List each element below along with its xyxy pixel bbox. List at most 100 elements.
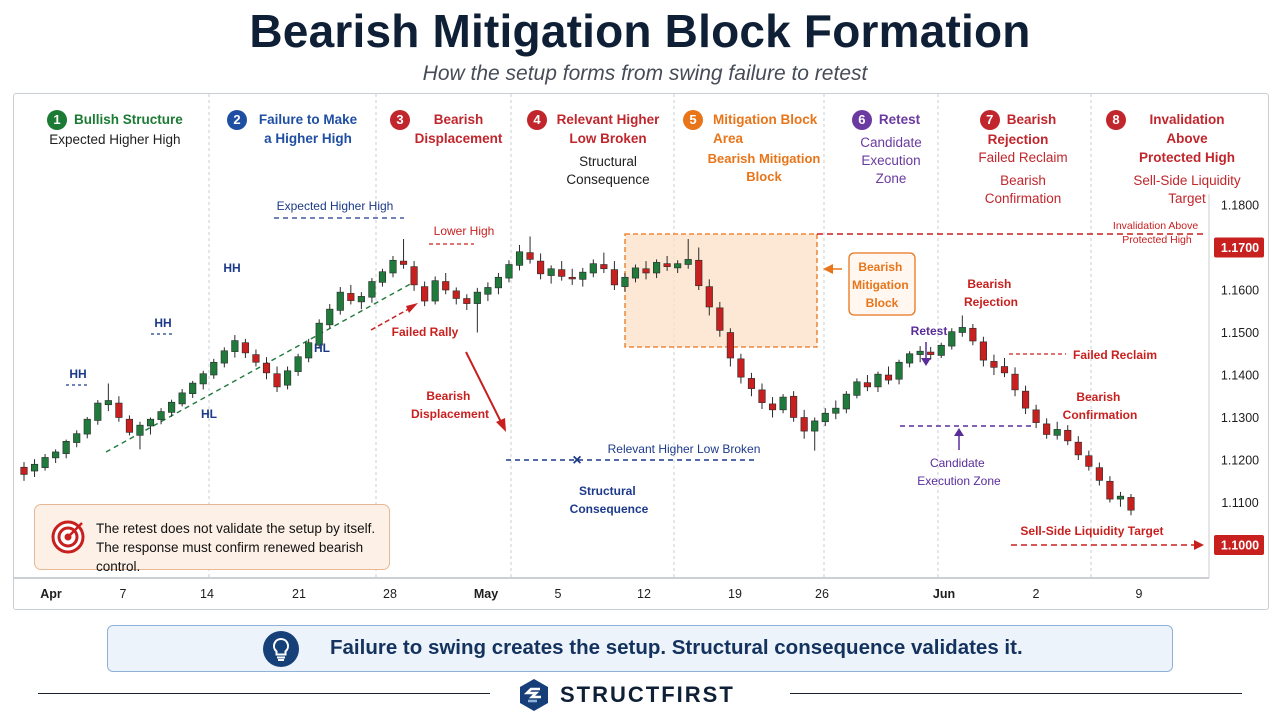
bullish-candle [653, 259, 661, 279]
bullish-candle [62, 439, 70, 459]
retest-arrowhead [921, 358, 931, 366]
bearish-candle [410, 261, 418, 291]
stage-5-header: 5 Mitigation Block Area Bearish Mitigatio… [683, 110, 823, 186]
bullish-candle [906, 351, 914, 368]
y-tick-label: 1.1100 [1221, 496, 1258, 510]
invalidation-line1: Invalidation Above [1113, 220, 1198, 232]
bullish-candle [104, 383, 112, 412]
bearish-confirmation-line1: Bearish [1076, 390, 1120, 404]
bullish-candle [73, 430, 81, 448]
x-tick-label: 19 [728, 587, 742, 601]
displacement-arrowhead [496, 418, 506, 432]
banner-text: Failure to swing creates the setup. Stru… [330, 636, 1023, 659]
bearish-candle [705, 279, 713, 316]
y-axis-ticks: 1.1800 1.1700 1.1600 1.1500 1.1400 1.1300 1.12… [1214, 199, 1264, 555]
bearish-candle [800, 409, 808, 439]
bullish-candle [389, 256, 397, 278]
bearish-candle [600, 252, 608, 273]
bullish-candle [146, 417, 155, 435]
candidate-zone-line1: Candidate [930, 456, 985, 470]
bullish-candle [853, 378, 861, 399]
lower-high-label: Lower High [434, 224, 495, 238]
candidate-zone-label: Candidate Execution Zone [917, 456, 1001, 488]
bearish-rejection-line2: Rejection [964, 295, 1018, 309]
x-tick-label: 12 [637, 587, 651, 601]
hh-label: HH [223, 261, 240, 275]
bearish-candle [969, 324, 977, 346]
stage-subtitle: Sell-Side Liquidity Target [1133, 173, 1241, 206]
bullish-candle [157, 408, 165, 425]
bullish-candle [294, 353, 302, 376]
brand-name: STRUCTFIRST [560, 682, 735, 707]
stage-subtitle-2: Bearish Confirmation [984, 173, 1062, 206]
stage-title: Retest [878, 112, 921, 127]
bullish-candle [515, 244, 524, 271]
bearish-candle [990, 354, 998, 375]
bearish-candle [262, 357, 271, 380]
bullish-candle [83, 417, 91, 439]
y-tick-label: 1.1500 [1221, 326, 1259, 340]
stage-subtitle: Bearish Mitigation Block [707, 151, 821, 184]
bearish-candle [273, 366, 281, 392]
hl-label: HL [314, 341, 330, 355]
stage-subtitle: Failed Reclaim [978, 150, 1068, 165]
x-tick-label: 2 [1033, 587, 1040, 601]
y-tick-highlight [1214, 535, 1264, 555]
bearish-candle [1095, 462, 1103, 486]
x-tick-label: Apr [40, 587, 62, 601]
bearish-candle [927, 346, 935, 360]
stage-badge: 1 [47, 110, 67, 130]
y-tick-label: 1.1600 [1221, 284, 1259, 298]
bearish-candle [20, 462, 28, 481]
bearish-candle [863, 375, 871, 392]
bullish-candle [231, 335, 239, 358]
invalidation-label: Invalidation Above Protected High [1113, 220, 1201, 246]
footer-divider-left [38, 693, 490, 694]
bullish-candle [336, 287, 344, 315]
bearish-candle [526, 236, 534, 264]
bearish-candle [1074, 436, 1082, 460]
bullish-candle [41, 454, 49, 471]
retest-label: Retest [911, 324, 948, 338]
bullish-candle [821, 408, 829, 426]
footer-divider-right [790, 693, 1242, 694]
stage-1-header: 1 Bullish Structure Expected Higher High [47, 110, 183, 149]
bearish-candle [558, 261, 566, 281]
y-tick-label: 1.1300 [1221, 411, 1259, 425]
bearish-candle [1127, 494, 1135, 516]
bullish-candle [94, 400, 102, 425]
block-arrowhead [823, 264, 833, 274]
y-tick-label: 1.1800 [1221, 199, 1259, 213]
bullish-candle [484, 282, 492, 302]
bearish-candle [115, 396, 123, 422]
stage-subtitle: Candidate Execution Zone [860, 135, 922, 186]
bearish-candle [726, 328, 734, 367]
target-icon [51, 520, 85, 554]
bearish-candle [695, 247, 703, 290]
x-tick-label: Jun [933, 587, 955, 601]
x-tick-label: 26 [815, 587, 829, 601]
x-axis-ticks: Apr 7 14 21 28 May 5 12 19 26 Jun 2 9 [40, 587, 1142, 601]
bearish-candle [768, 397, 777, 418]
x-tick-label: 14 [200, 587, 214, 601]
bearish-candle [663, 256, 671, 271]
bearish-candle [1064, 425, 1072, 446]
bearish-candle [1022, 385, 1030, 415]
stage-badge: 6 [851, 110, 872, 130]
y-tick-label: 1.1200 [1221, 454, 1259, 468]
failed-rally-label: Failed Rally [392, 325, 459, 339]
bearish-candle [1106, 476, 1114, 503]
failed-rally-arrow [370, 305, 415, 331]
invalidation-line2: Protected High [1122, 234, 1192, 246]
bearish-candle [1011, 367, 1019, 397]
stage-badge: 4 [527, 110, 547, 130]
relevant-hl-label: Relevant Higher Low Broken [608, 442, 761, 456]
x-tick-label: 9 [1136, 587, 1143, 601]
y-tick-label: 1.1000 [1221, 539, 1259, 553]
candlestick-chart: 1.1800 1.1700 1.1600 1.1500 1.1400 1.1300 1.12… [14, 94, 1264, 601]
structural-consequence-label: Structural Consequence [570, 484, 649, 516]
bullish-candle [168, 399, 176, 417]
bullish-candle [189, 380, 197, 398]
bullish-candle [832, 400, 840, 420]
bullish-candle [579, 267, 587, 287]
